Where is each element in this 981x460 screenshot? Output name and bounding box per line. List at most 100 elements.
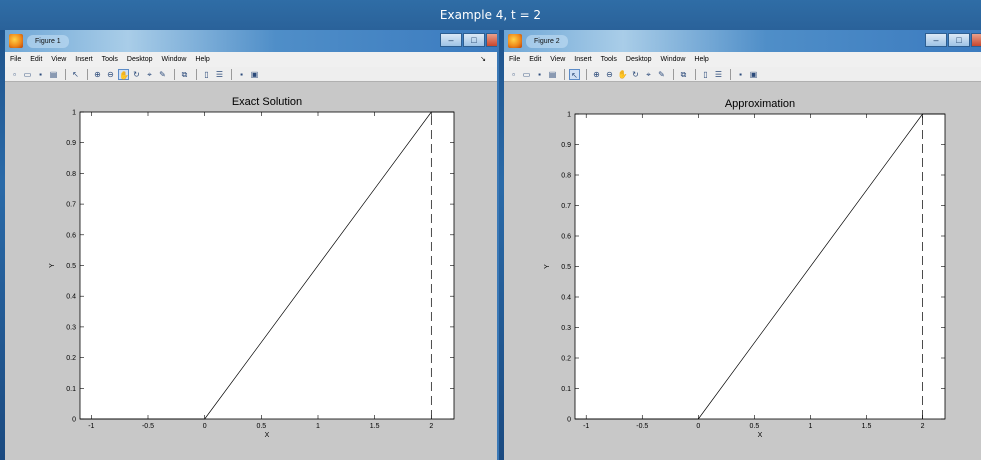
menu-window[interactable]: Window — [161, 56, 187, 63]
colorbar-icon[interactable]: ▯ — [204, 69, 209, 79]
figure-toolbar: ▫ ▭ ▪ ▤ ↖ ⊕ ⊖ ✋ ↻ ⌖ ✎ ⧉ ▯ ☰ ▪ ▣ — [5, 67, 497, 82]
x-axis-label: X — [265, 432, 270, 439]
colorbar-icon[interactable]: ▯ — [703, 69, 708, 79]
x-tick-label: 0 — [696, 423, 700, 430]
legend-icon[interactable]: ☰ — [714, 69, 723, 79]
minimize-button[interactable]: – — [440, 33, 462, 47]
window-controls: – □ x — [924, 33, 981, 48]
zoom-in-icon[interactable]: ⊕ — [94, 69, 101, 79]
close-button[interactable]: x — [486, 33, 497, 47]
toolbar-separator — [174, 68, 175, 80]
y-tick-label: 0.7 — [66, 202, 76, 209]
x-tick-label: 0.5 — [750, 423, 760, 430]
print-icon[interactable]: ▤ — [49, 69, 58, 79]
zoom-out-icon[interactable]: ⊖ — [107, 69, 114, 79]
axes-box — [79, 111, 455, 420]
menu-desktop[interactable]: Desktop — [126, 56, 153, 63]
x-tick-label: 0.5 — [256, 423, 266, 430]
y-tick-label: 0.8 — [66, 171, 76, 178]
pan-icon[interactable]: ✋ — [118, 68, 129, 80]
menu-tools[interactable]: Tools — [101, 56, 118, 63]
print-icon[interactable]: ▤ — [548, 69, 557, 79]
series-line — [80, 111, 454, 420]
y-tick-label: 0.5 — [66, 263, 76, 270]
y-tick-label: 0.9 — [66, 140, 76, 147]
window-titlebar[interactable]: Figure 2 – □ x — [504, 30, 981, 52]
save-icon[interactable]: ▪ — [39, 69, 42, 79]
menu-desktop[interactable]: Desktop — [625, 56, 652, 63]
desktop-banner: Example 4, t = 2 — [0, 0, 981, 30]
menu-view[interactable]: View — [51, 56, 67, 63]
figure-toolbar: ▫ ▭ ▪ ▤ ↖ ⊕ ⊖ ✋ ↻ ⌖ ✎ ⧉ ▯ ☰ ▪ ▣ — [504, 67, 981, 82]
zoom-out-icon[interactable]: ⊖ — [606, 69, 613, 79]
plot-title: Approximation — [725, 98, 795, 110]
minimize-button[interactable]: – — [925, 33, 947, 47]
axes-box — [574, 113, 946, 420]
menu-edit[interactable]: Edit — [529, 56, 542, 63]
x-tick-label: 0 — [203, 423, 207, 430]
close-button[interactable]: x — [971, 33, 981, 47]
new-figure-icon[interactable]: ▫ — [13, 69, 16, 79]
toolbar-separator — [695, 68, 696, 80]
figure-canvas: Exact Solution -1 -0.5 0 0.5 1 1.5 2 0 0.1 0.2 0.3 0… — [5, 83, 497, 460]
menu-file[interactable]: File — [509, 56, 521, 63]
window-titlebar[interactable]: Figure 1 – □ x — [5, 30, 497, 52]
window-title: Figure 1 — [27, 35, 69, 48]
brush-icon[interactable]: ✎ — [658, 69, 665, 79]
x-tick-label: -0.5 — [636, 423, 648, 430]
plot-title: Exact Solution — [232, 96, 302, 108]
hide-tools-icon[interactable]: ▪ — [240, 69, 243, 79]
menu-bar: File Edit View Insert Tools Desktop Wind… — [5, 52, 497, 67]
x-tick-label: -0.5 — [142, 423, 154, 430]
menu-insert[interactable]: Insert — [574, 56, 592, 63]
y-axis-label: Y — [49, 263, 56, 268]
pointer-icon[interactable]: ↖ — [569, 68, 580, 80]
dock-arrow-icon[interactable]: ↘ — [480, 56, 486, 63]
pan-icon[interactable]: ✋ — [617, 69, 628, 79]
show-tools-icon[interactable]: ▣ — [250, 69, 259, 79]
data-cursor-icon[interactable]: ⌖ — [147, 69, 152, 79]
figure-window-1[interactable]: Figure 1 – □ x File Edit View Insert Too… — [5, 30, 499, 460]
link-icon[interactable]: ⧉ — [181, 69, 188, 79]
save-icon[interactable]: ▪ — [538, 69, 541, 79]
menu-insert[interactable]: Insert — [75, 56, 93, 63]
menu-tools[interactable]: Tools — [600, 56, 617, 63]
open-file-icon[interactable]: ▭ — [23, 69, 32, 79]
y-axis-label: Y — [544, 264, 551, 269]
toolbar-separator — [196, 68, 197, 80]
menu-help[interactable]: Help — [195, 56, 210, 63]
toolbar-separator — [673, 68, 674, 80]
rotate-icon[interactable]: ↻ — [632, 69, 639, 79]
x-tick-label: 1.5 — [862, 423, 872, 430]
maximize-button[interactable]: □ — [463, 33, 485, 47]
x-tick-label: 1.5 — [370, 423, 380, 430]
zoom-in-icon[interactable]: ⊕ — [593, 69, 600, 79]
y-tick-label: 0.5 — [561, 264, 571, 271]
maximize-button[interactable]: □ — [948, 33, 970, 47]
menu-file[interactable]: File — [10, 56, 22, 63]
y-tick-label: 0.1 — [561, 386, 571, 393]
x-tick-label: 2 — [429, 423, 433, 430]
pointer-icon[interactable]: ↖ — [72, 69, 79, 79]
y-tick-label: 0.4 — [66, 294, 76, 301]
hide-tools-icon[interactable]: ▪ — [739, 69, 742, 79]
y-tick-label: 0.6 — [561, 234, 571, 241]
legend-icon[interactable]: ☰ — [215, 69, 224, 79]
brush-icon[interactable]: ✎ — [159, 69, 166, 79]
data-cursor-icon[interactable]: ⌖ — [646, 69, 651, 79]
open-file-icon[interactable]: ▭ — [522, 69, 531, 79]
menu-view[interactable]: View — [550, 56, 566, 63]
rotate-icon[interactable]: ↻ — [133, 69, 140, 79]
x-axis-label: X — [758, 432, 763, 439]
new-figure-icon[interactable]: ▫ — [512, 69, 515, 79]
menu-edit[interactable]: Edit — [30, 56, 43, 63]
window-controls: – □ x — [439, 33, 497, 48]
y-tick-label: 0.2 — [561, 356, 571, 363]
link-icon[interactable]: ⧉ — [680, 69, 687, 79]
menu-help[interactable]: Help — [694, 56, 709, 63]
x-tick-label: 2 — [921, 423, 925, 430]
menu-window[interactable]: Window — [660, 56, 686, 63]
show-tools-icon[interactable]: ▣ — [749, 69, 758, 79]
figure-window-2[interactable]: Figure 2 – □ x File Edit View Insert Too… — [504, 30, 981, 460]
y-tick-label: 0.1 — [66, 386, 76, 393]
